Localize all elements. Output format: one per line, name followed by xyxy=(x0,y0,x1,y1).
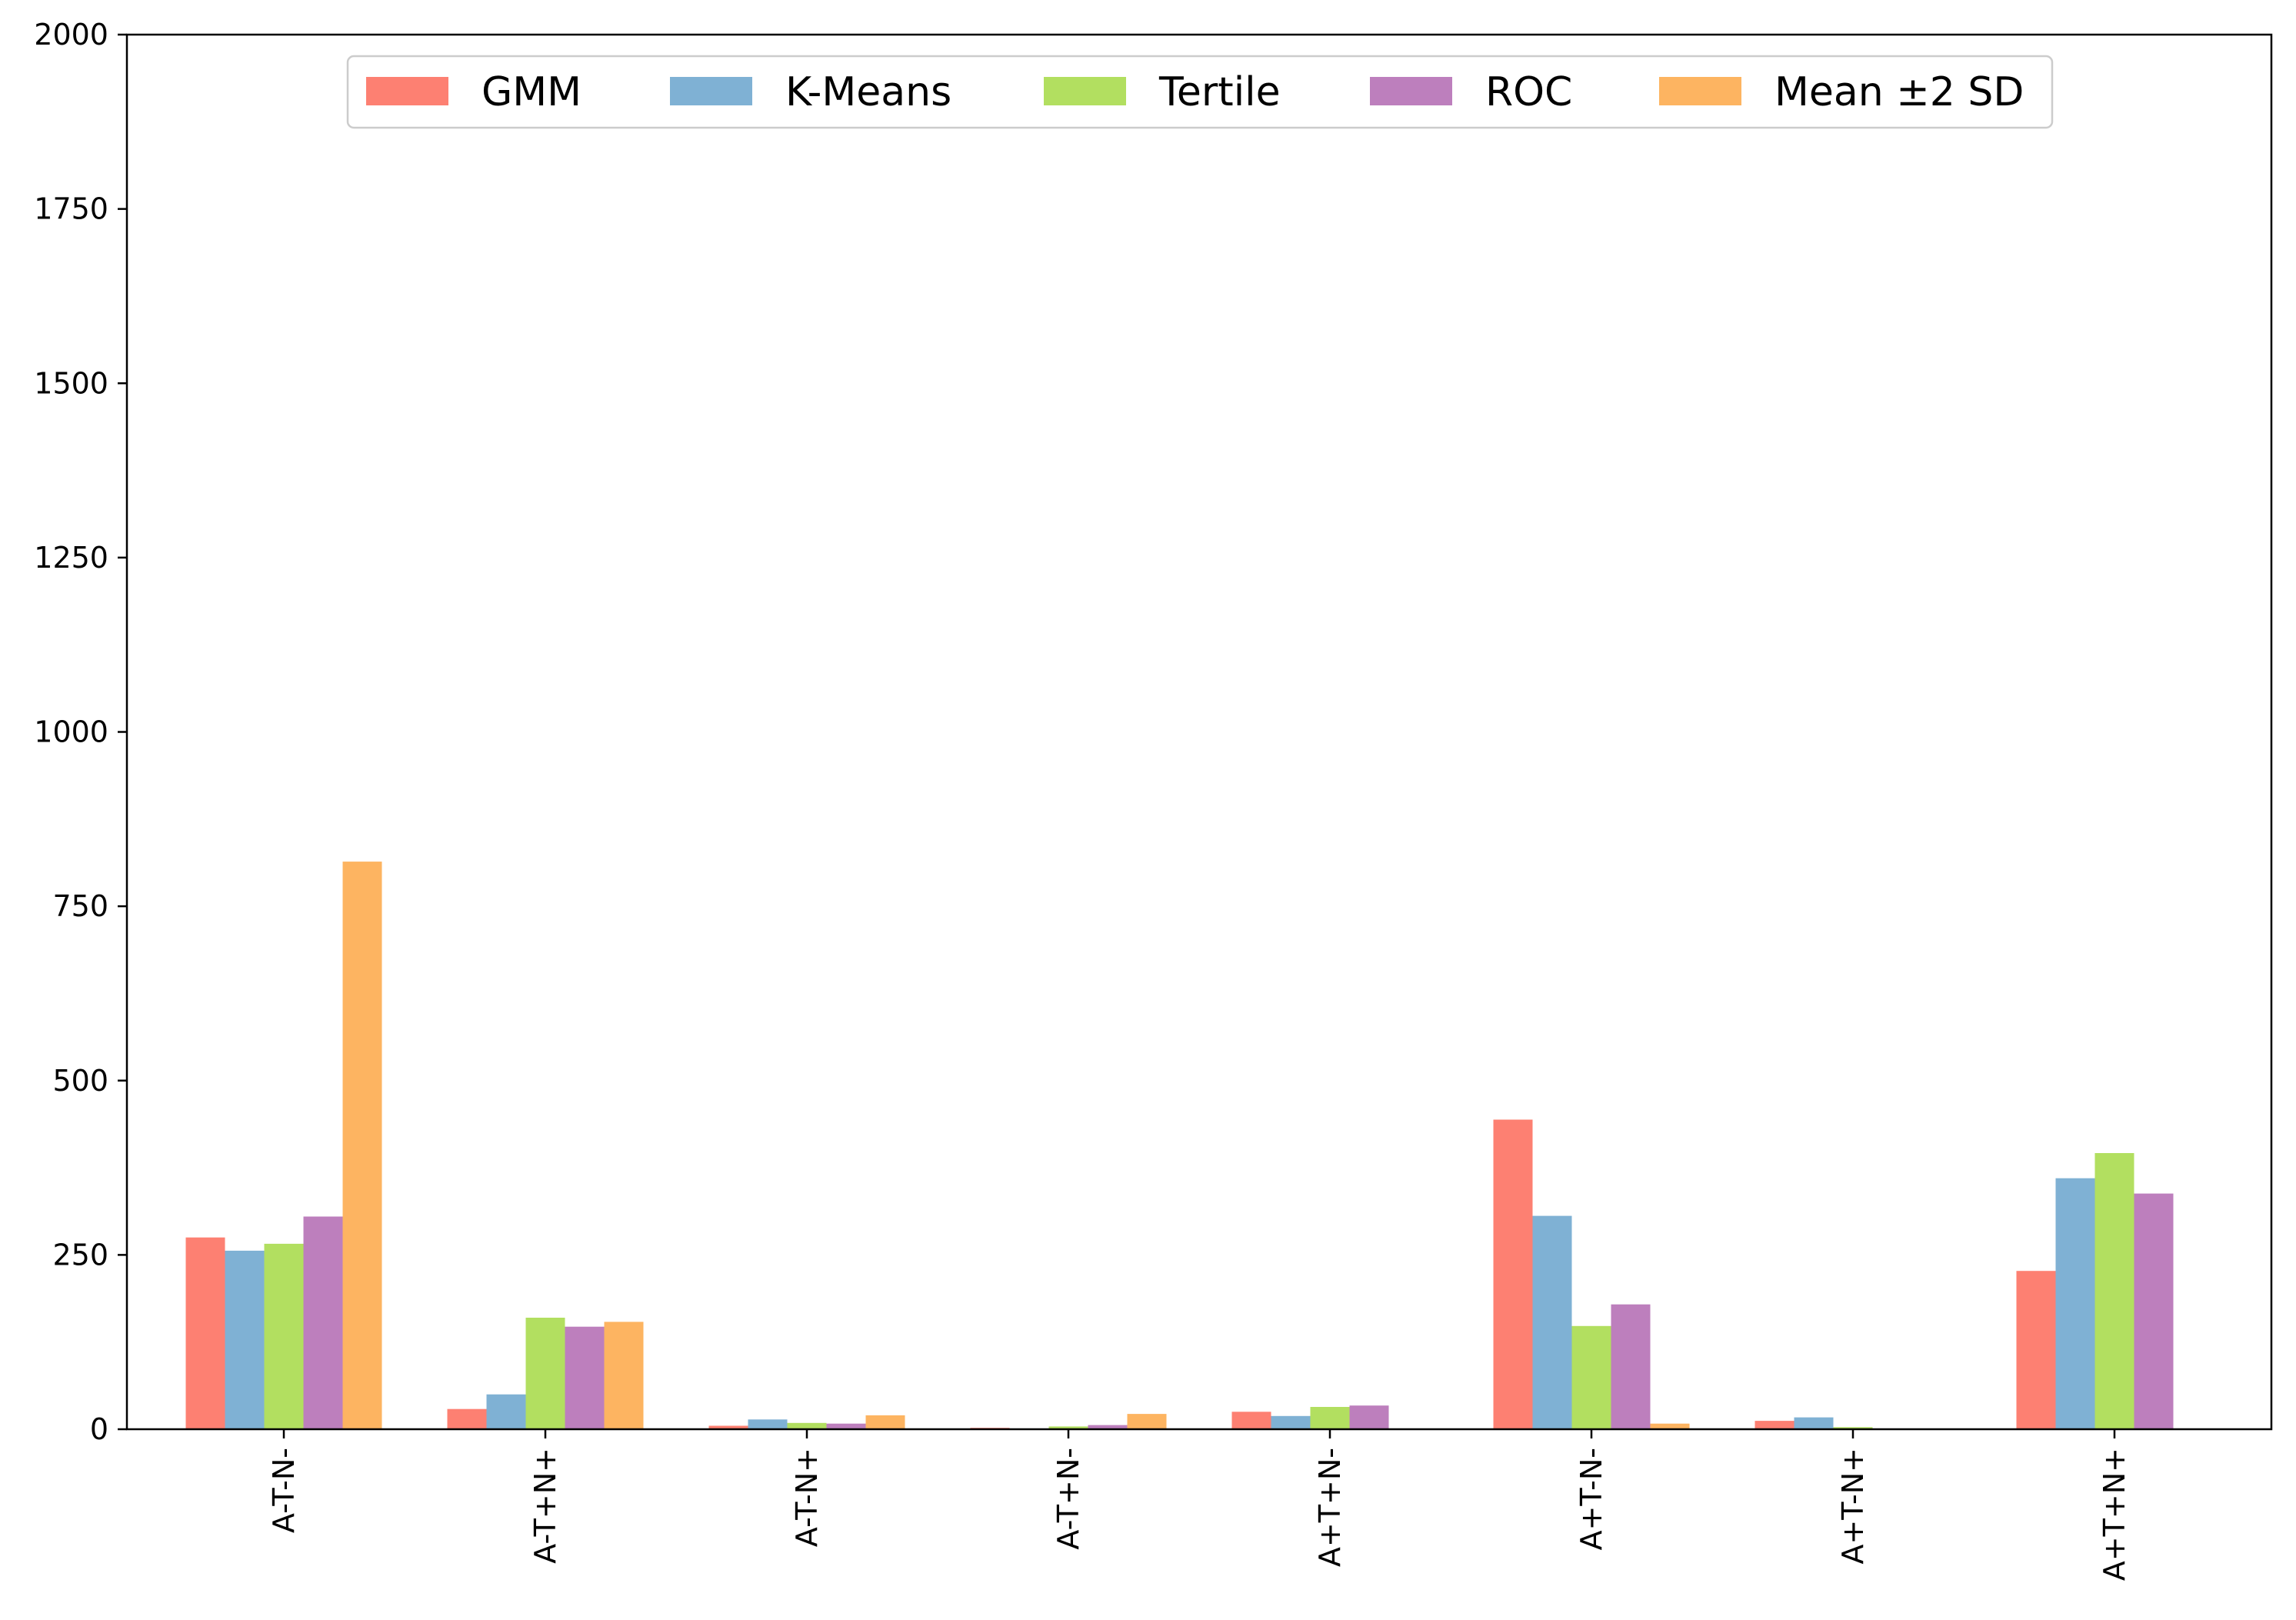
x-tick-label: A-T-N+ xyxy=(790,1448,824,1547)
bar-tertile-1 xyxy=(525,1318,565,1429)
x-tick-label: A-T-N- xyxy=(267,1448,301,1533)
x-tick-label: A+T+N- xyxy=(1313,1448,1347,1567)
bar-roc-5 xyxy=(1611,1304,1651,1429)
bars-layer xyxy=(185,862,2174,1429)
legend-swatch-3 xyxy=(1370,77,1452,105)
bar-gmm-7 xyxy=(2016,1271,2056,1429)
legend-label-4: Mean ±2 SD xyxy=(1774,69,2024,115)
x-tick-label: A+T+N+ xyxy=(2098,1448,2131,1581)
legend-swatch-0 xyxy=(366,77,448,105)
bar-gmm-6 xyxy=(1754,1421,1794,1429)
y-tick-label: 1750 xyxy=(34,192,108,226)
bar-mean-2-sd-1 xyxy=(604,1322,644,1429)
y-tick-label: 0 xyxy=(90,1412,108,1446)
bar-roc-0 xyxy=(303,1216,343,1429)
y-tick-label: 2000 xyxy=(34,18,108,52)
legend-box xyxy=(346,55,2054,129)
bar-k-means-4 xyxy=(1271,1415,1311,1429)
bar-tertile-5 xyxy=(1571,1325,1611,1429)
bar-k-means-1 xyxy=(486,1394,526,1429)
legend-label-0: GMM xyxy=(482,69,581,115)
x-tick-label: A+T-N- xyxy=(1575,1448,1608,1550)
bar-k-means-7 xyxy=(2055,1178,2095,1429)
legend-swatch-2 xyxy=(1044,77,1126,105)
bar-mean-2-sd-0 xyxy=(342,862,382,1429)
bar-k-means-5 xyxy=(1532,1215,1572,1429)
legend-label-2: Tertile xyxy=(1158,69,1281,115)
bar-mean-2-sd-2 xyxy=(865,1415,905,1429)
legend-label-3: ROC xyxy=(1485,69,1572,115)
bar-roc-3 xyxy=(1088,1425,1128,1429)
bar-gmm-4 xyxy=(1231,1412,1271,1429)
axes-layer: 0 250 500 750 1000 1250 1500 1750 2000 A-T-N- A-T+… xyxy=(34,18,2273,1581)
legend-label-1: K-Means xyxy=(785,69,951,115)
y-tick-label: 250 xyxy=(52,1238,108,1272)
bar-tertile-7 xyxy=(2094,1153,2134,1429)
bar-mean-2-sd-3 xyxy=(1127,1414,1167,1429)
legend-swatch-4 xyxy=(1659,77,1741,105)
y-tick-label: 1500 xyxy=(34,366,108,400)
bar-gmm-5 xyxy=(1493,1119,1533,1429)
y-tick-label: 1250 xyxy=(34,541,108,575)
bar-gmm-1 xyxy=(447,1408,487,1429)
bar-tertile-2 xyxy=(787,1422,827,1429)
y-tick-label: 500 xyxy=(52,1064,108,1098)
bar-gmm-0 xyxy=(185,1237,225,1429)
legend: GMM K-Means Tertile ROC Mean ±2 SD xyxy=(346,55,2054,129)
bar-roc-4 xyxy=(1349,1405,1389,1429)
x-tick-label: A-T+N+ xyxy=(528,1448,562,1564)
bar-mean-2-sd-5 xyxy=(1650,1423,1690,1429)
bar-tertile-3 xyxy=(1048,1426,1088,1429)
x-tick-label: A-T+N- xyxy=(1051,1448,1085,1550)
bar-k-means-2 xyxy=(748,1419,788,1429)
bar-roc-2 xyxy=(826,1423,866,1429)
y-tick-label: 750 xyxy=(52,889,108,923)
legend-swatch-1 xyxy=(670,77,752,105)
x-tick-label: A+T-N+ xyxy=(1836,1448,1870,1565)
bar-roc-1 xyxy=(565,1326,605,1429)
bar-gmm-2 xyxy=(708,1425,748,1429)
bar-k-means-6 xyxy=(1794,1417,1834,1429)
bar-roc-7 xyxy=(2134,1193,2174,1429)
bar-tertile-0 xyxy=(264,1243,304,1429)
bar-tertile-4 xyxy=(1310,1407,1350,1429)
y-tick-label: 1000 xyxy=(34,715,108,749)
bar-k-means-0 xyxy=(225,1250,265,1429)
bar-tertile-6 xyxy=(1833,1427,1873,1429)
